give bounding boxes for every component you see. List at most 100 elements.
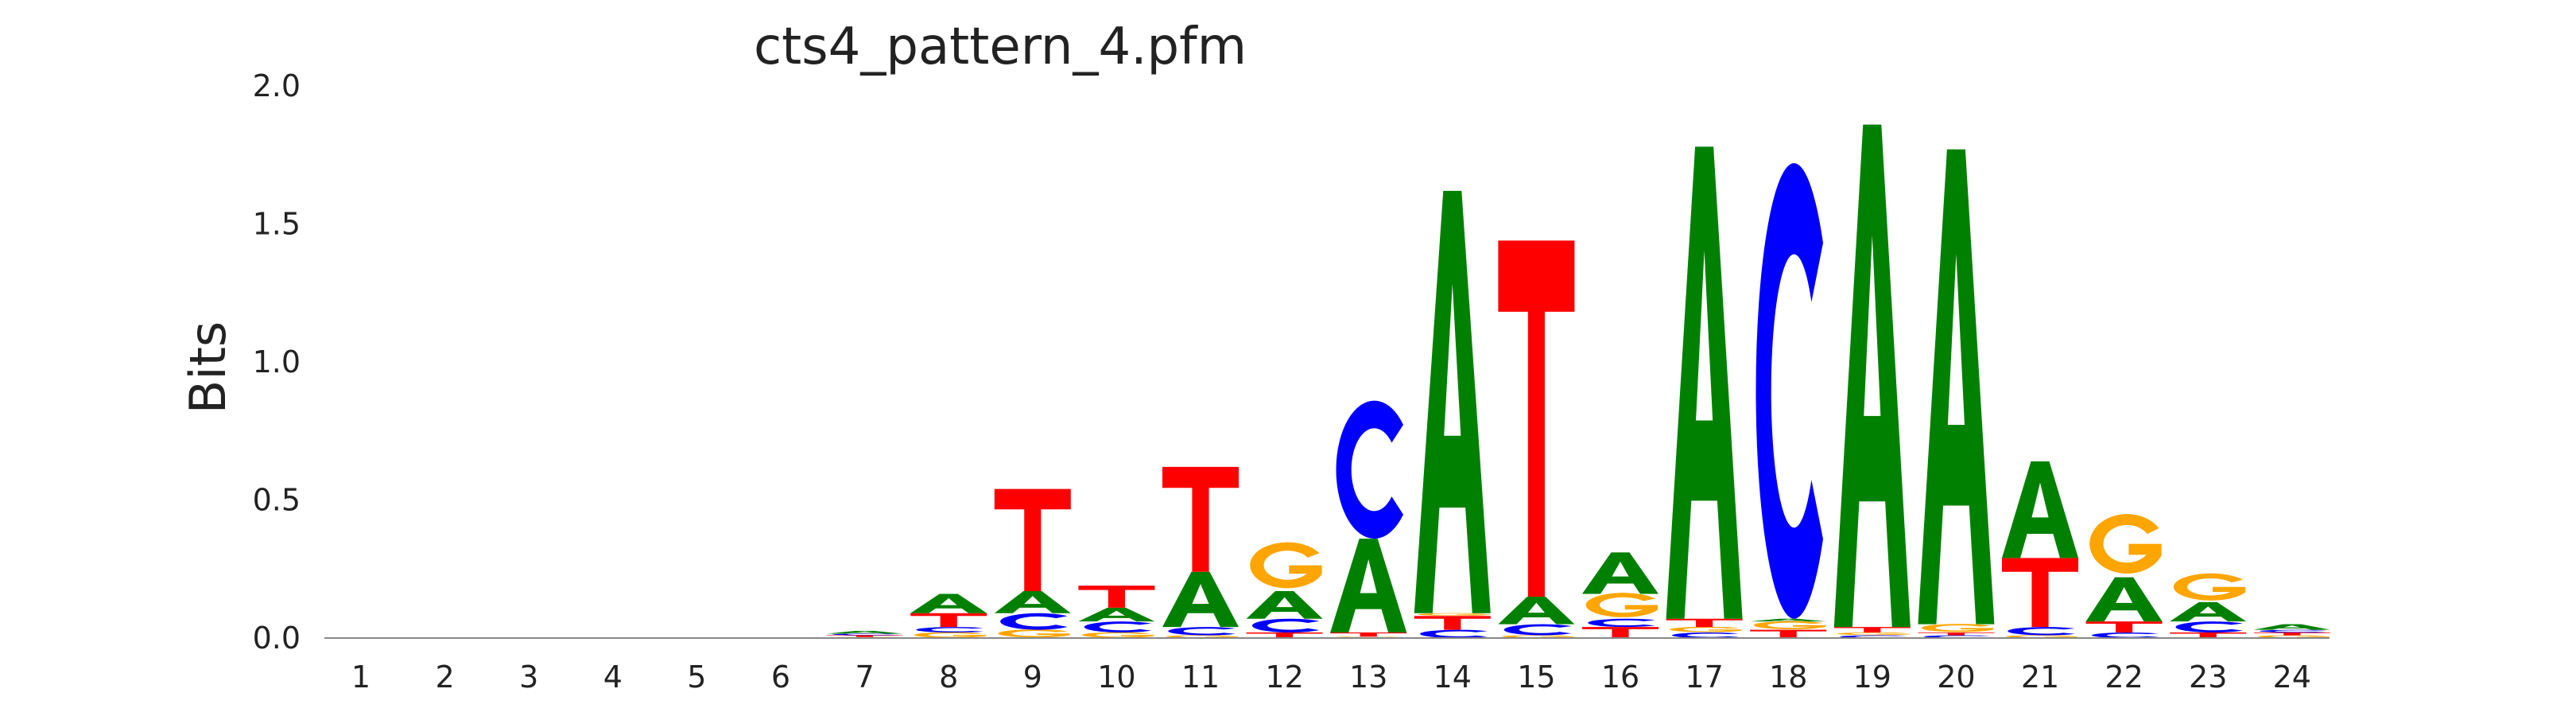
logo-letter-g bbox=[2173, 573, 2246, 601]
logo-letter-c bbox=[1251, 618, 1320, 633]
logo-letter-c bbox=[2008, 627, 2075, 636]
logo-letter-t bbox=[1498, 240, 1575, 597]
logo-letter-c bbox=[1000, 613, 1068, 630]
logo-letter-a bbox=[1666, 146, 1743, 619]
logo-letter-t bbox=[1833, 627, 1911, 633]
logo-letter-t bbox=[1246, 632, 1323, 638]
logo-letter-a bbox=[1833, 124, 1911, 628]
logo-letter-a bbox=[2170, 601, 2247, 622]
logo-letter-c bbox=[1755, 163, 1823, 619]
logo-letter-t bbox=[1162, 466, 1239, 572]
x-tick-label: 7 bbox=[855, 660, 875, 695]
x-tick-label: 22 bbox=[2105, 660, 2143, 695]
logo-letter-t bbox=[910, 613, 987, 628]
logo-letter-t bbox=[1666, 618, 1743, 628]
x-tick-label: 24 bbox=[2273, 660, 2311, 695]
logo-letter-a bbox=[1918, 149, 1995, 625]
logo-letter-c bbox=[2175, 621, 2243, 633]
x-tick-label: 11 bbox=[1181, 660, 1220, 695]
logo-letter-g bbox=[2257, 635, 2330, 638]
x-tick-label: 5 bbox=[687, 660, 706, 695]
y-axis-label: Bits bbox=[179, 321, 237, 414]
logo-letter-g bbox=[914, 632, 987, 638]
y-tick-label: 0.5 bbox=[253, 483, 301, 518]
x-tick-label: 1 bbox=[351, 660, 370, 695]
logo-letter-g bbox=[1753, 621, 1826, 629]
x-tick-label: 4 bbox=[603, 660, 623, 695]
logo-letter-a bbox=[1414, 190, 1491, 613]
x-tick-label: 10 bbox=[1097, 660, 1135, 695]
logo-letter-g bbox=[998, 629, 1070, 638]
logo-letter-a bbox=[826, 630, 903, 634]
logo-letter-g bbox=[1250, 542, 1322, 589]
x-tick-label: 16 bbox=[1601, 660, 1639, 695]
logo-letter-c bbox=[1503, 624, 1572, 636]
y-tick-label: 1.5 bbox=[253, 207, 301, 242]
logo-letter-g bbox=[1837, 632, 1910, 636]
logo-letter-t bbox=[2002, 558, 2078, 628]
x-tick-label: 15 bbox=[1517, 660, 1555, 695]
logo-letter-c bbox=[1084, 621, 1152, 633]
x-tick-label: 19 bbox=[1853, 660, 1891, 695]
logo-letter-c bbox=[916, 627, 983, 633]
logo-letter-c bbox=[1168, 627, 1236, 636]
logo-letter-t bbox=[1750, 629, 1827, 638]
y-axis-ticks: 0.0 0.5 1.0 1.5 2.0 bbox=[253, 68, 301, 656]
x-tick-label: 3 bbox=[519, 660, 538, 695]
chart-title: cts4_pattern_4.pfm bbox=[754, 18, 1247, 76]
logo-letter-c bbox=[2260, 629, 2327, 633]
logo-letter-c bbox=[1420, 629, 1488, 638]
logo-letter-c bbox=[1588, 618, 1655, 628]
logo-letter-a bbox=[1330, 539, 1407, 633]
x-tick-label: 14 bbox=[1433, 660, 1472, 695]
x-tick-label: 18 bbox=[1769, 660, 1807, 695]
logo-letter-g bbox=[1585, 593, 1658, 617]
logo-letter-t bbox=[2253, 632, 2330, 636]
logo-letter-t bbox=[2170, 632, 2247, 638]
logo-letter-g bbox=[1418, 613, 1490, 617]
logo-letter-a bbox=[1162, 571, 1239, 628]
logo-letter-t bbox=[1078, 586, 1155, 608]
logo-letter-c bbox=[1336, 400, 1403, 539]
logo-letter-a bbox=[1750, 618, 1827, 622]
logo-letter-a bbox=[1246, 591, 1323, 619]
logo-letter-t bbox=[1582, 627, 1658, 638]
x-tick-label: 23 bbox=[2189, 660, 2227, 695]
x-tick-label: 21 bbox=[2021, 660, 2059, 695]
y-tick-label: 2.0 bbox=[253, 68, 301, 103]
logo-letter-a bbox=[1078, 607, 1155, 622]
x-tick-label: 2 bbox=[436, 660, 455, 695]
y-tick-label: 1.0 bbox=[253, 344, 301, 379]
logo-letter-t bbox=[1330, 632, 1407, 637]
logo-letter-g bbox=[1166, 635, 1239, 638]
logo-letter-g bbox=[2089, 514, 2162, 574]
x-axis-ticks: 1 2 3 4 5 6 7 8 9 10 11 12 13 14 15 16 17 18 19 20 21 22 23 24 bbox=[351, 660, 2311, 695]
x-tick-label: 9 bbox=[1023, 660, 1042, 695]
logo-letter-t bbox=[1918, 632, 1995, 636]
logo-letter-c bbox=[832, 633, 900, 636]
logo-letter-a bbox=[2002, 461, 2078, 558]
logo-letter-a bbox=[910, 593, 987, 613]
x-tick-label: 12 bbox=[1265, 660, 1303, 695]
logo-letter-t bbox=[994, 488, 1071, 592]
logo-letter-t bbox=[2085, 621, 2163, 633]
logo-letter-a bbox=[2085, 577, 2163, 622]
logo-letter-t bbox=[1414, 616, 1491, 630]
logo-letter-a bbox=[2253, 624, 2330, 630]
logo-letters bbox=[826, 124, 2330, 638]
logo-letter-g bbox=[1670, 626, 1742, 632]
logo-letter-c bbox=[2092, 632, 2159, 638]
logo-letter-g bbox=[1502, 635, 1574, 638]
x-tick-label: 20 bbox=[1937, 660, 1975, 695]
logo-letter-g bbox=[1922, 624, 1994, 632]
logo-letter-t bbox=[826, 635, 903, 637]
y-tick-label: 0.0 bbox=[253, 621, 301, 656]
logo-letter-g bbox=[1082, 632, 1154, 638]
x-tick-label: 8 bbox=[939, 660, 958, 695]
logo-letter-g bbox=[2005, 635, 2078, 638]
x-tick-label: 13 bbox=[1349, 660, 1387, 695]
x-tick-label: 17 bbox=[1685, 660, 1723, 695]
logo-letter-a bbox=[994, 591, 1071, 613]
logo-letter-a bbox=[1582, 552, 1658, 594]
